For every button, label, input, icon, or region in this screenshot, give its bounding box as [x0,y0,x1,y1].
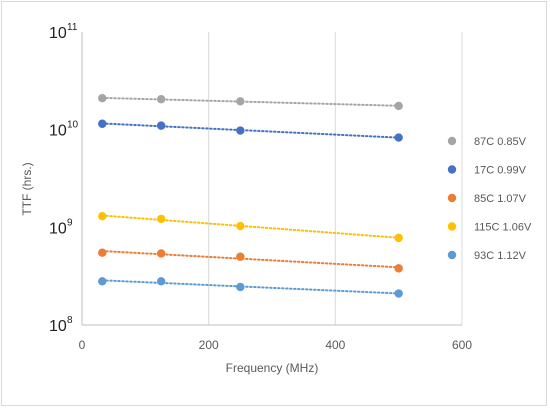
trendline-series-0 [101,96,400,107]
data-points [98,93,403,298]
trendline-series-2 [101,250,400,269]
legend-marker [447,193,457,203]
legend: 87C 0.85V 17C 0.99V 85C 1.07V 115C 1.06V 93C… [447,136,532,262]
legend-item-3: 115C 1.06V [447,222,532,234]
legend-marker [447,250,457,260]
y-tick-base: 10 [49,25,67,42]
trendline-series-3 [101,214,400,239]
point-series-4-0 [98,277,107,286]
point-series-3-0 [98,212,107,221]
x-axis-title: Frequency (MHz) [226,361,319,375]
legend-item-2: 85C 1.07V [447,193,527,205]
trendline-series-1 [101,122,400,139]
legend-marker [447,136,457,146]
point-series-0-3 [394,101,403,111]
y-tick-label-2: 10 10 [49,120,79,140]
y-tick-exponent: 8 [67,315,73,326]
y-tick-label-3: 10 11 [49,22,78,42]
legend-label: 87C 0.85V [474,136,527,148]
point-series-0-1 [156,95,166,104]
point-series-1-2 [236,126,245,135]
y-tick-exponent: 9 [67,217,73,228]
point-series-3-1 [156,214,166,224]
point-series-2-1 [156,249,166,258]
point-series-2-3 [394,264,403,273]
point-series-3-3 [394,233,403,243]
y-tick-exponent: 10 [67,120,79,131]
point-series-1-0 [98,119,107,128]
legend-item-0: 87C 0.85V [447,136,527,148]
legend-label: 85C 1.07V [474,193,527,205]
y-tick-base: 10 [49,123,67,140]
legend-item-4: 93C 1.12V [447,250,527,262]
point-series-2-2 [236,252,245,261]
legend-label: 93C 1.12V [474,250,527,262]
y-tick-base: 10 [49,318,67,335]
point-series-4-2 [236,282,245,292]
point-series-4-3 [394,289,403,298]
y-axis-title: TTF (hrs.) [20,162,34,215]
point-series-4-1 [156,277,166,286]
y-tick-base: 10 [49,220,67,237]
x-tick-label-0: 0 [79,338,86,352]
y-tick-label-1: 10 9 [49,217,73,237]
x-tick-label-3: 600 [452,338,472,352]
legend-item-1: 17C 0.99V [447,165,527,177]
legend-marker [447,222,457,231]
point-series-1-3 [394,133,403,142]
point-series-1-1 [156,121,166,130]
y-tick-exponent: 11 [67,22,78,33]
legend-label: 17C 0.99V [474,165,527,177]
x-tick-label-2: 400 [325,338,345,352]
point-series-2-0 [98,248,107,257]
point-series-0-2 [236,97,245,106]
trendline-series-4 [101,279,400,295]
axes [81,32,462,326]
point-series-0-0 [98,93,107,103]
gridlines [208,32,463,325]
x-tick-labels: 0 200 400 600 [79,338,473,352]
y-tick-label-0: 10 8 [49,315,73,335]
x-tick-label-1: 200 [199,338,219,352]
legend-label: 115C 1.06V [474,222,532,234]
legend-marker [447,165,457,174]
point-series-3-2 [236,221,245,231]
trendlines [101,96,400,295]
